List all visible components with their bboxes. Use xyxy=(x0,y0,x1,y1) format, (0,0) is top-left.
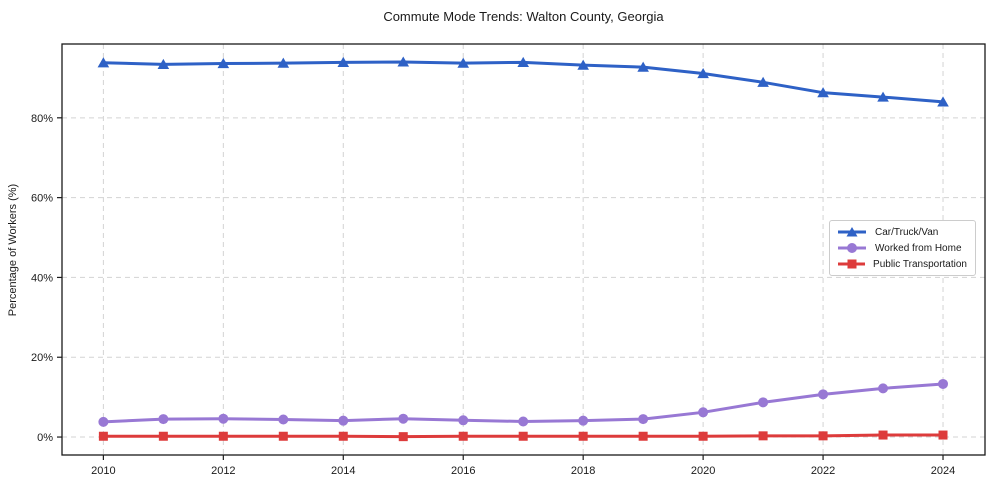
x-tick-label: 2020 xyxy=(691,465,715,477)
legend-triangle-icon xyxy=(838,227,866,237)
x-tick-label: 2024 xyxy=(931,465,955,477)
legend-label: Worked from Home xyxy=(875,242,962,254)
series-public-transportation xyxy=(98,430,948,442)
y-tick-label: 40% xyxy=(31,272,53,284)
legend-square-icon xyxy=(838,259,866,269)
legend: Car/Truck/Van Worked from Home Public Tran… xyxy=(829,220,976,276)
x-tick-label: 2012 xyxy=(211,465,235,477)
x-tick-label: 2010 xyxy=(91,465,115,477)
y-tick-label: 20% xyxy=(31,352,53,364)
legend-label: Public Transportation xyxy=(873,258,967,270)
legend-item: Public Transportation xyxy=(837,258,967,270)
legend-item: Worked from Home xyxy=(837,242,967,254)
x-tick-label: 2018 xyxy=(571,465,595,477)
chart-title: Commute Mode Trends: Walton County, Geor… xyxy=(383,9,664,24)
series-car-truck-van xyxy=(97,56,949,107)
legend-item: Car/Truck/Van xyxy=(837,226,967,238)
axes-frame xyxy=(61,43,986,456)
legend-label: Car/Truck/Van xyxy=(875,226,939,238)
axis-ticks: 0% 20% 40% 60% 80% 2010 2012 2014 2016 2018 2020 20… xyxy=(31,113,955,477)
y-tick-label: 60% xyxy=(31,193,53,205)
y-tick-label: 0% xyxy=(37,432,53,444)
x-tick-label: 2022 xyxy=(811,465,835,477)
y-tick-label: 80% xyxy=(31,113,53,125)
series-worked-from-home xyxy=(98,378,949,427)
x-tick-label: 2016 xyxy=(451,465,475,477)
x-tick-label: 2014 xyxy=(331,465,355,477)
legend-circle-icon xyxy=(838,243,866,253)
